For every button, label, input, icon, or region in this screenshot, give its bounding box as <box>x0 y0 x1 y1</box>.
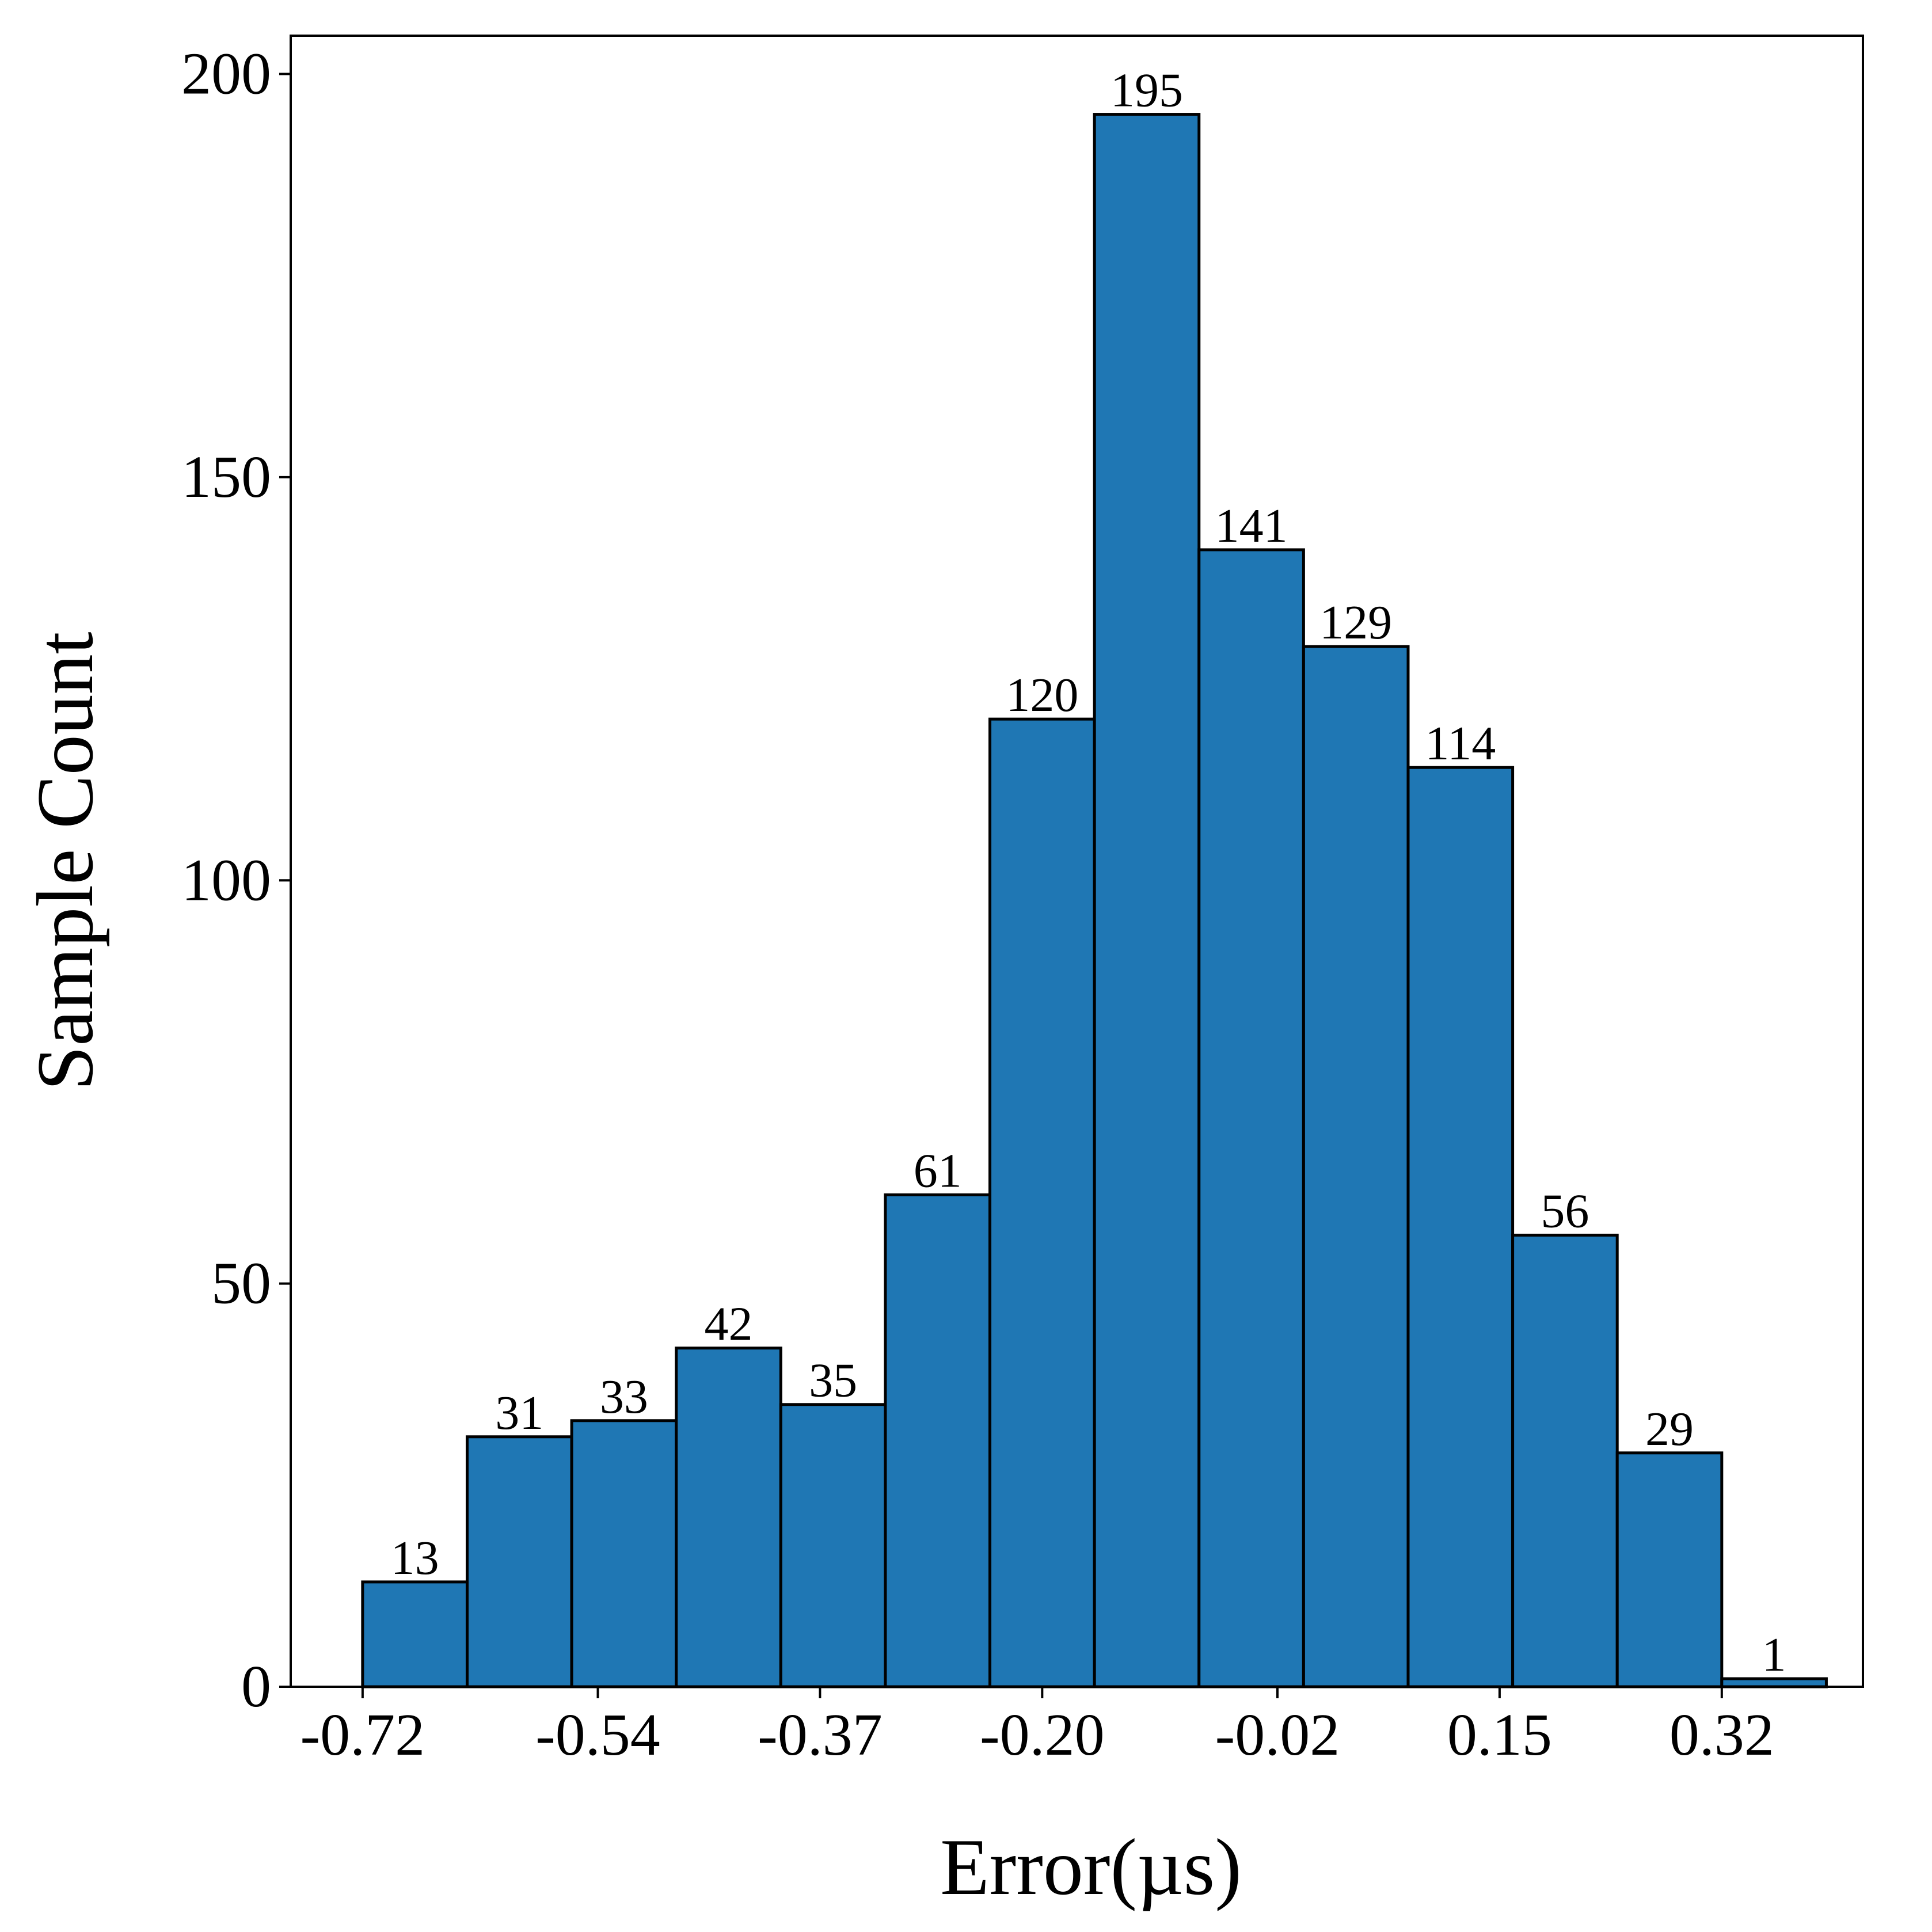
value-label: 29 <box>1645 1402 1694 1456</box>
bar <box>779 1403 887 1688</box>
bar <box>1511 1234 1619 1688</box>
x-tick-label: -0.54 <box>535 1702 660 1768</box>
value-label: 114 <box>1425 717 1496 770</box>
value-label: 141 <box>1215 499 1288 553</box>
value-label: 1 <box>1762 1628 1786 1682</box>
y-tick-label: 200 <box>181 41 271 107</box>
value-label: 42 <box>705 1298 753 1351</box>
value-label: 195 <box>1110 64 1183 117</box>
x-tick-label: -0.20 <box>980 1702 1105 1768</box>
bar <box>1406 766 1515 1688</box>
x-tick-label: -0.37 <box>758 1702 883 1768</box>
bar <box>1093 113 1201 1688</box>
value-label: 31 <box>495 1386 543 1440</box>
bar <box>988 717 1096 1688</box>
value-label: 61 <box>914 1144 962 1198</box>
bar <box>1615 1451 1724 1688</box>
y-tick-label: 150 <box>181 444 271 510</box>
value-label: 35 <box>809 1354 857 1408</box>
bar <box>675 1347 782 1688</box>
plot-frame <box>290 35 1864 1688</box>
value-label: 13 <box>391 1531 439 1585</box>
y-tick-label: 50 <box>211 1250 271 1317</box>
bar <box>465 1435 573 1688</box>
value-label: 129 <box>1319 596 1392 649</box>
value-label: 120 <box>1006 668 1078 722</box>
bar <box>361 1580 469 1688</box>
bar <box>1302 645 1410 1688</box>
x-axis-label: Error(µs) <box>940 1823 1242 1912</box>
bar <box>1197 548 1305 1688</box>
y-tick-label: 100 <box>181 847 271 913</box>
bar <box>884 1193 992 1688</box>
y-axis-label: Sample Count <box>21 632 110 1090</box>
value-label: 33 <box>600 1370 648 1424</box>
x-tick-label: 0.32 <box>1669 1702 1774 1768</box>
x-tick-label: -0.72 <box>301 1702 425 1768</box>
y-tick-label: 0 <box>241 1653 271 1720</box>
value-label: 56 <box>1541 1185 1589 1238</box>
x-tick-label: -0.02 <box>1215 1702 1340 1768</box>
bar <box>570 1419 678 1688</box>
x-tick-label: 0.15 <box>1447 1702 1552 1768</box>
